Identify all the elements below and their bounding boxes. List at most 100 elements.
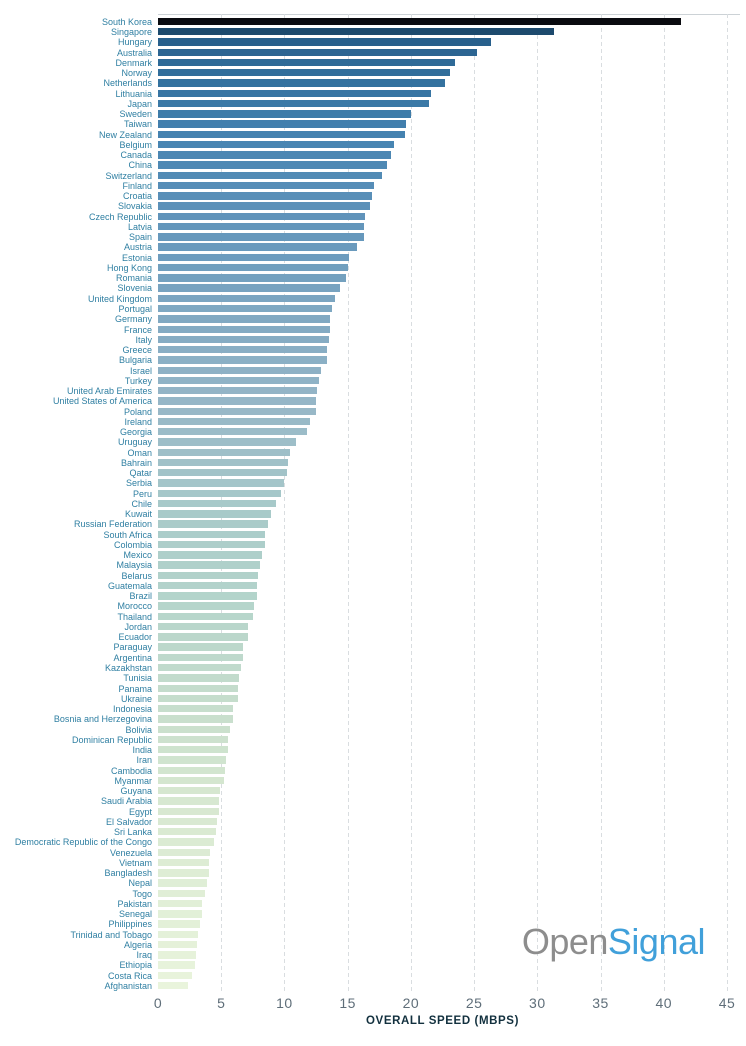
speed-bar xyxy=(158,715,233,723)
x-tick-label-5: 5 xyxy=(217,995,226,1011)
speed-bar xyxy=(158,766,225,774)
country-label: Afghanistan xyxy=(104,980,152,991)
country-label: Russian Federation xyxy=(73,519,152,530)
bar-row: Morocco xyxy=(0,601,746,612)
country-label: Georgia xyxy=(119,427,152,438)
speed-bar xyxy=(158,110,411,118)
country-label: Saudi Arabia xyxy=(100,796,152,807)
country-label: Lithuania xyxy=(115,88,152,99)
speed-bar xyxy=(158,397,317,405)
country-label: Portugal xyxy=(118,303,152,314)
bar-row: Mexico xyxy=(0,550,746,561)
country-label: Sri Lanka xyxy=(113,827,152,838)
speed-bar xyxy=(158,663,242,672)
speed-bar xyxy=(158,633,248,641)
country-label: Latvia xyxy=(127,221,152,232)
country-label: Tunisia xyxy=(123,673,152,684)
speed-bar xyxy=(158,304,333,313)
country-label: Slovenia xyxy=(117,283,152,294)
speed-bar xyxy=(158,469,287,477)
country-label: Argentina xyxy=(113,652,152,663)
bar-row: Brazil xyxy=(0,591,746,602)
country-label: Turkey xyxy=(124,375,152,386)
country-label: Singapore xyxy=(110,27,152,38)
country-label: Belgium xyxy=(119,139,152,150)
speed-bar xyxy=(158,192,372,200)
country-label: Brazil xyxy=(129,591,152,602)
bar-row: El Salvador xyxy=(0,816,746,828)
speed-bar xyxy=(158,899,203,908)
x-tick-label-15: 15 xyxy=(339,995,356,1011)
bar-row: Estonia xyxy=(0,253,746,264)
bar-row: New Zealand xyxy=(0,130,746,141)
speed-bar xyxy=(158,284,341,292)
speed-bar xyxy=(158,674,239,682)
country-label: El Salvador xyxy=(105,816,152,827)
country-label: United Kingdom xyxy=(87,293,152,304)
country-label: Austria xyxy=(123,242,152,253)
gridline-25 xyxy=(474,14,476,993)
country-label: Qatar xyxy=(129,468,152,479)
country-label: Spain xyxy=(128,232,152,243)
country-label: Costa Rica xyxy=(107,970,152,981)
speed-bar xyxy=(158,981,189,990)
bar-row: Egypt xyxy=(0,806,746,818)
speed-bar xyxy=(158,951,196,959)
logo-open-text: Open xyxy=(521,921,609,962)
speed-bar xyxy=(158,48,477,56)
country-label: Bolivia xyxy=(125,724,152,735)
country-label: Croatia xyxy=(122,191,152,202)
country-label: Bangladesh xyxy=(104,868,152,879)
bar-row: Slovakia xyxy=(0,201,746,212)
country-label: Chile xyxy=(131,498,152,509)
country-label: Oman xyxy=(127,447,152,458)
gridline-40 xyxy=(663,14,665,993)
bar-row: Hungary xyxy=(0,37,746,48)
country-label: Morocco xyxy=(117,601,152,612)
speed-bar xyxy=(158,212,366,221)
bar-row: Colombia xyxy=(0,540,746,551)
country-label: United Arab Emirates xyxy=(66,386,152,397)
bar-row: Paraguay xyxy=(0,642,746,653)
speed-bar xyxy=(158,520,268,528)
speed-bar xyxy=(158,69,451,77)
country-label: Czech Republic xyxy=(88,211,152,222)
x-tick-label-10: 10 xyxy=(276,995,293,1011)
bar-row: Bahrain xyxy=(0,458,746,469)
speed-bar xyxy=(158,838,214,846)
bar-row: Jordan xyxy=(0,621,746,633)
gridline-45 xyxy=(727,14,728,993)
country-label: Norway xyxy=(121,68,152,79)
bar-row: Iran xyxy=(0,755,746,766)
speed-bar xyxy=(158,17,682,26)
bar-row: Romania xyxy=(0,273,746,284)
bar-row: Togo xyxy=(0,889,746,900)
country-label: Egypt xyxy=(128,806,152,817)
country-label: United States of America xyxy=(52,396,152,407)
country-label: Bulgaria xyxy=(118,355,152,366)
country-label: Greece xyxy=(122,345,152,356)
bar-row: Thailand xyxy=(0,612,746,623)
speed-bar xyxy=(158,28,554,36)
speed-bar xyxy=(158,971,193,980)
country-label: Kuwait xyxy=(124,509,152,520)
speed-bar xyxy=(158,735,228,744)
country-label: Jordan xyxy=(124,621,152,632)
speed-bar xyxy=(158,930,199,939)
speed-bar xyxy=(158,274,347,282)
bar-row: Bangladesh xyxy=(0,868,746,879)
bar-row: Turkey xyxy=(0,375,746,387)
bar-row: United Kingdom xyxy=(0,293,746,305)
speed-bar xyxy=(158,622,248,631)
country-label: Taiwan xyxy=(123,119,152,130)
bar-row: Algeria xyxy=(0,940,746,951)
country-label: South Africa xyxy=(103,529,152,540)
speed-bar xyxy=(158,120,406,128)
speed-bar xyxy=(158,746,228,754)
country-label: Germany xyxy=(114,314,152,325)
bar-row: Argentina xyxy=(0,652,746,664)
country-label: China xyxy=(128,160,152,171)
country-label: Nepal xyxy=(128,878,152,889)
speed-bar xyxy=(158,540,266,549)
country-label: Poland xyxy=(123,406,152,417)
